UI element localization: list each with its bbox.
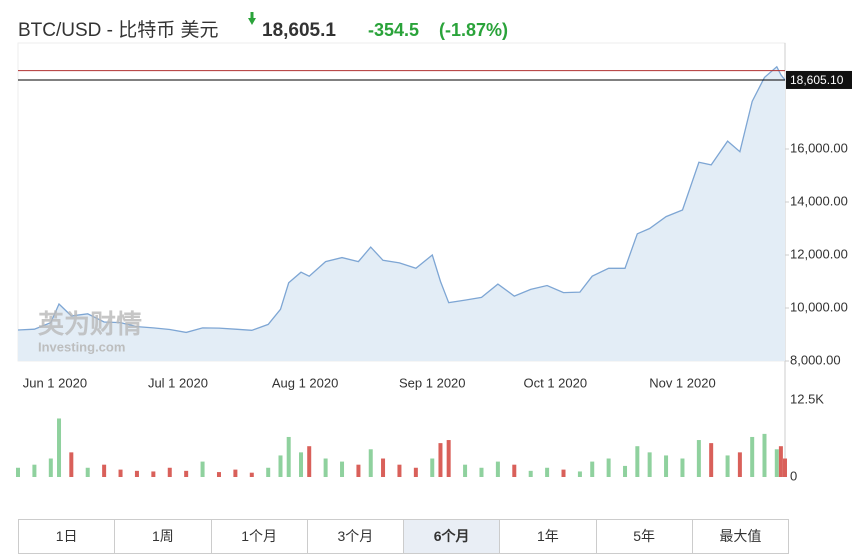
volume-bar xyxy=(299,452,304,477)
volume-bar xyxy=(216,472,221,477)
range-button[interactable]: 1周 xyxy=(115,520,212,553)
volume-bar xyxy=(783,458,787,477)
volume-bar xyxy=(696,440,701,477)
volume-bar xyxy=(545,467,550,477)
y-tick-label: 10,000.00 xyxy=(790,299,848,314)
range-button[interactable]: 最大值 xyxy=(719,528,762,544)
volume-bar xyxy=(368,449,373,477)
volume-bar xyxy=(381,458,386,477)
volume-bar xyxy=(200,461,205,477)
volume-bar xyxy=(48,458,53,477)
volume-bar xyxy=(561,469,566,477)
y-tick-label: 16,000.00 xyxy=(790,140,848,155)
volume-bar xyxy=(512,464,517,477)
volume-bar xyxy=(278,455,283,477)
volume-bar xyxy=(430,458,435,477)
volume-bar xyxy=(356,464,361,477)
range-button[interactable]: 3个月 xyxy=(308,520,404,553)
volume-bar xyxy=(725,455,730,477)
chart-title: BTC/USD - 比特币 美元 xyxy=(18,19,219,41)
volume-bar xyxy=(184,470,189,477)
volume-tick-label: 12.5K xyxy=(790,391,824,406)
volume-bar xyxy=(151,471,156,477)
volume-bar xyxy=(340,461,345,477)
change: -354.5 xyxy=(368,20,419,40)
volume-bar xyxy=(57,418,62,477)
volume-bar xyxy=(647,452,652,477)
volume-bar xyxy=(438,443,443,477)
y-tick-label: 8,000.00 xyxy=(790,352,841,367)
volume-bar xyxy=(463,464,468,477)
volume-bar xyxy=(750,436,755,477)
volume-bar xyxy=(397,464,402,477)
volume-bar xyxy=(680,458,685,477)
x-tick-label: Jul 1 2020 xyxy=(148,375,208,390)
volume-bar xyxy=(778,446,783,477)
volume-bar xyxy=(623,465,628,477)
price: 18,605.1 xyxy=(262,20,336,41)
price-area xyxy=(18,66,785,362)
volume-bar xyxy=(446,440,451,477)
volume-bar xyxy=(266,467,271,477)
price-line xyxy=(17,65,786,334)
x-tick-label: Aug 1 2020 xyxy=(272,375,339,390)
y-tick-label: 14,000.00 xyxy=(790,193,848,208)
current-label-bg xyxy=(786,70,852,89)
volume-tick-label: 0 xyxy=(790,468,797,483)
volume-bar xyxy=(774,449,779,477)
volume-bar xyxy=(69,452,74,477)
volume-bar xyxy=(590,461,595,477)
volume-bar xyxy=(737,452,742,477)
x-tick-label: Sep 1 2020 xyxy=(399,375,466,390)
range-button[interactable]: 1年 xyxy=(500,520,597,553)
volume-bar xyxy=(606,458,611,477)
volume-bar xyxy=(479,467,484,477)
range-button[interactable]: 1日 xyxy=(19,520,116,553)
change-pct: (-1.87%) xyxy=(439,20,508,40)
volume-bar xyxy=(577,471,582,477)
range-button[interactable]: 1个月 xyxy=(212,520,308,553)
volume-bar xyxy=(32,464,37,477)
volume-bar xyxy=(249,472,254,477)
volume-bar xyxy=(709,443,714,477)
volume-bar xyxy=(413,467,418,477)
volume-bar xyxy=(85,467,90,477)
current-label: 18,605.10 xyxy=(790,73,844,87)
volume-bar xyxy=(528,470,533,477)
volume-bar xyxy=(102,464,107,477)
range-buttons: 1日 1周 1个月 3个月 6个月 1年 5年 最大值 xyxy=(18,519,789,554)
x-tick-label: Oct 1 2020 xyxy=(524,375,588,390)
volume-bar xyxy=(323,458,328,477)
watermark: Investing.com xyxy=(38,339,125,354)
volume-bar xyxy=(134,470,139,477)
watermark: 英为财情 xyxy=(38,309,142,339)
range-button[interactable]: 6个月 xyxy=(404,520,501,553)
volume-bar xyxy=(635,446,640,477)
chart: BTC/USD - 比特币 美元 18,605.1 -354.5 (-1.87%… xyxy=(16,12,852,483)
volume-bar xyxy=(307,446,312,477)
x-tick-label: Nov 1 2020 xyxy=(649,375,716,390)
volume-bar xyxy=(16,467,20,477)
y-tick-label: 12,000.00 xyxy=(790,246,848,261)
volume-bar xyxy=(762,433,767,477)
volume-bar xyxy=(495,461,500,477)
volume-bar xyxy=(233,469,238,477)
down-arrow xyxy=(248,12,256,25)
volume-bar xyxy=(118,469,123,477)
volume-bar xyxy=(664,455,669,477)
range-button[interactable]: 5年 xyxy=(597,520,693,553)
x-tick-label: Jun 1 2020 xyxy=(23,375,87,390)
volume-bar xyxy=(286,436,291,477)
volume-bar xyxy=(167,467,172,477)
